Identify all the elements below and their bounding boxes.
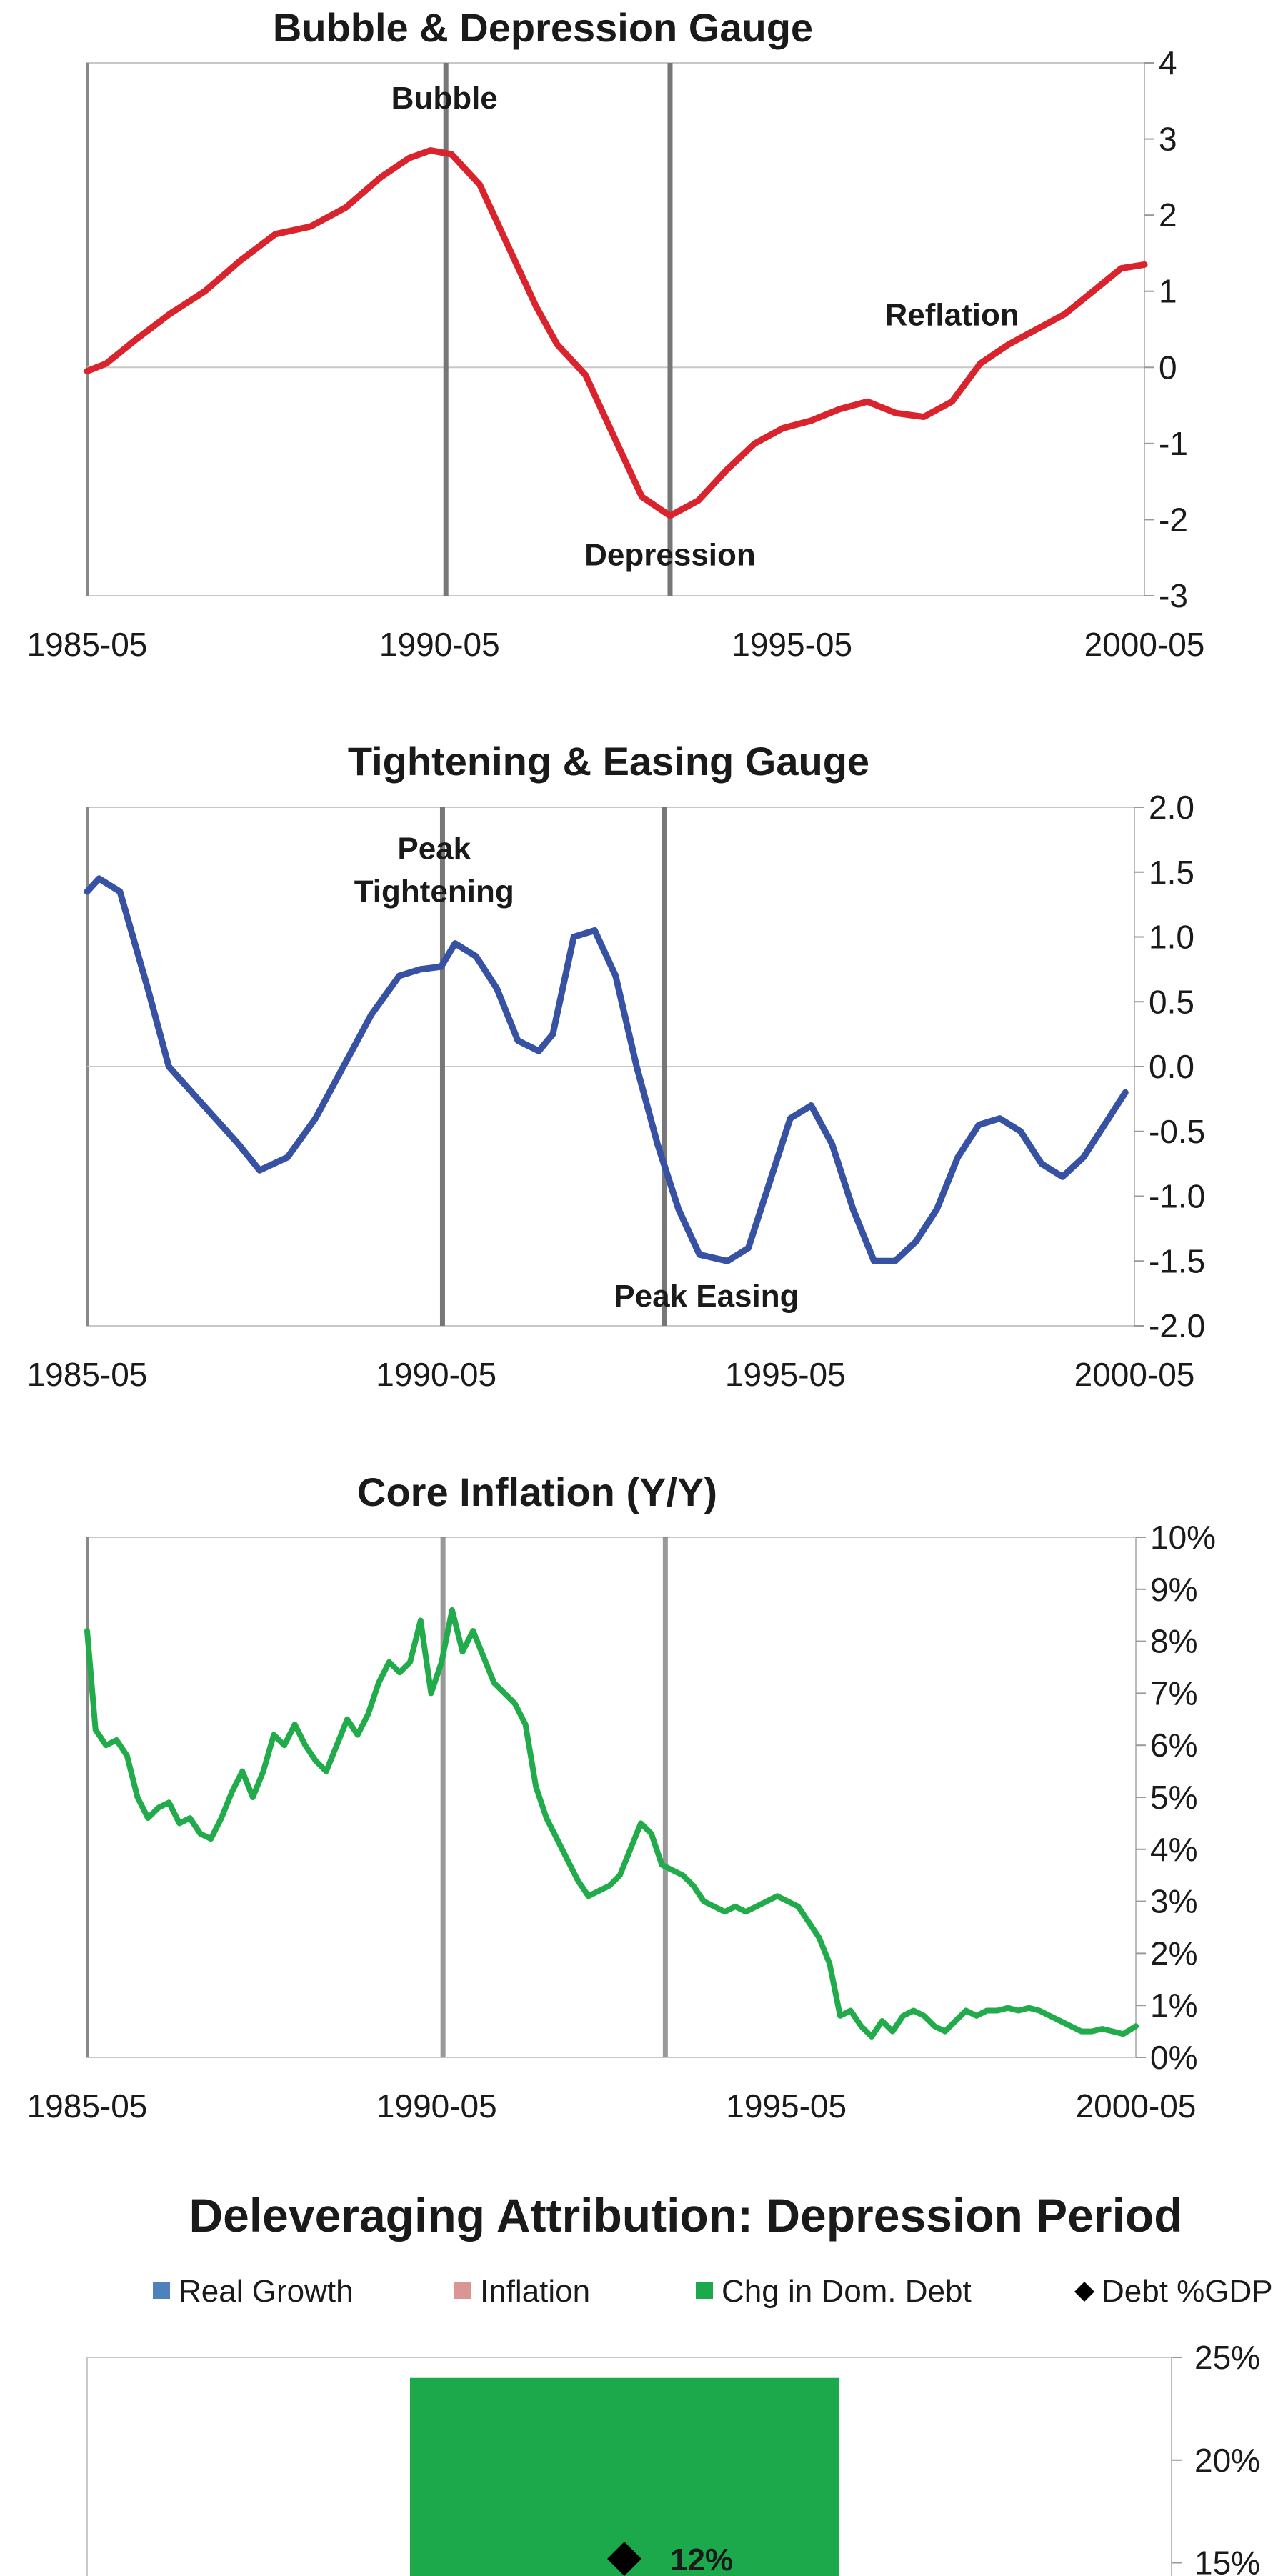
legend-swatch	[1074, 2282, 1094, 2302]
chart-title: Bubble & Depression Gauge	[273, 5, 813, 50]
legend-swatch	[153, 2282, 170, 2299]
y-tick-labels: 4 3 2 1 0 -1 -2 -3	[1144, 44, 1188, 614]
y-tick-label: -3	[1159, 577, 1188, 614]
y-tick-label: 7%	[1150, 1674, 1197, 1712]
annotation-label: Tightening	[354, 874, 514, 909]
core-inflation-line	[84, 1607, 1139, 2040]
chart-frame	[86, 2357, 1172, 2576]
x-tick-label: 1995-05	[725, 1356, 846, 1393]
legend-label: Chg in Dom. Debt	[722, 2274, 972, 2309]
y-tick-label: 1	[1159, 273, 1177, 310]
y-tick-label: -1.0	[1149, 1178, 1205, 1215]
y-tick-label: 3	[1159, 121, 1177, 158]
chart-deleveraging-attribution: Deleveraging Attribution: Depression Per…	[86, 2189, 1273, 2576]
chart-title: Core Inflation (Y/Y)	[357, 1469, 717, 1514]
data-label: 12%	[670, 2542, 733, 2576]
y-tick-labels: 2.0 1.5 1.0 0.5 0.0 -0.5 -1.0 -1.5 -2.0	[1134, 789, 1205, 1344]
legend-swatch	[454, 2282, 471, 2299]
y-tick-label: -0.5	[1149, 1113, 1205, 1150]
y-tick-label: 25%	[1194, 2339, 1260, 2376]
y-tick-label: 0.0	[1149, 1048, 1194, 1085]
y-tick-label: 1%	[1150, 1987, 1197, 2024]
annotation-label: Peak	[397, 832, 471, 867]
y-tick-label: 20%	[1194, 2442, 1260, 2479]
chart-frame	[86, 62, 1145, 596]
legend-label: Real Growth	[179, 2274, 354, 2309]
y-tick-label: -2.0	[1149, 1307, 1205, 1344]
y-tick-label: 10%	[1150, 1519, 1216, 1556]
y-tick-label: 15%	[1194, 2545, 1260, 2576]
chart-tightening-easing: Tightening & Easing Gauge 2.0 1.5 1.0 0.5 0.…	[27, 739, 1206, 1393]
plot-area-border	[86, 1537, 1137, 2058]
chart-core-inflation: Core Inflation (Y/Y) 10% 9% 8% 7% 6% 5% 4% 3% 2%…	[27, 1469, 1216, 2125]
legend: Real Growth Inflation Chg in Dom. Debt Debt…	[153, 2274, 1273, 2309]
series-lines	[84, 1607, 1139, 2040]
x-tick-labels: 1985-05 1990-05 1995-05 2000-05	[27, 1356, 1195, 1393]
y-tick-label: 1.0	[1149, 919, 1194, 956]
debt-gdp-marker	[607, 2542, 641, 2576]
legend-label: Debt %GDP	[1102, 2274, 1273, 2309]
y-tick-label: 2%	[1150, 1935, 1197, 1972]
x-tick-label: 1995-05	[732, 626, 852, 663]
y-tick-labels: 25% 20% 15%	[1172, 2339, 1260, 2576]
event-lines	[443, 63, 673, 596]
series-lines	[84, 147, 1148, 519]
chart-title: Tightening & Easing Gauge	[348, 739, 869, 784]
x-tick-labels: 1985-05 1990-05 1995-05 2000-05	[27, 626, 1205, 663]
y-tick-label: 0.5	[1149, 983, 1194, 1020]
legend-swatch	[696, 2282, 713, 2299]
x-tick-labels: 1985-05 1990-05 1995-05 2000-05	[27, 2087, 1197, 2125]
x-tick-label: 2000-05	[1076, 2087, 1197, 2125]
y-tick-label: 4%	[1150, 1831, 1197, 1868]
x-tick-label: 1985-05	[27, 626, 148, 663]
y-tick-label: 3%	[1150, 1883, 1197, 1920]
tightening-easing-line	[84, 875, 1129, 1264]
y-tick-labels: 10% 9% 8% 7% 6% 5% 4% 3% 2% 1% 0%	[1136, 1519, 1216, 2076]
x-tick-label: 1990-05	[376, 2087, 497, 2125]
legend-label: Inflation	[480, 2274, 590, 2309]
x-tick-label: 2000-05	[1084, 626, 1205, 663]
x-tick-label: 2000-05	[1074, 1356, 1195, 1393]
y-tick-label: -2	[1159, 501, 1188, 538]
y-tick-label: 1.5	[1149, 854, 1194, 891]
y-tick-label: 6%	[1150, 1727, 1197, 1764]
x-tick-label: 1985-05	[27, 1356, 148, 1393]
x-tick-label: 1990-05	[379, 626, 500, 663]
y-tick-label: 5%	[1150, 1779, 1197, 1816]
y-tick-label: -1.5	[1149, 1242, 1205, 1279]
x-tick-label: 1985-05	[27, 2087, 148, 2125]
annotation-label: Depression	[584, 537, 756, 572]
chart-frame	[86, 1537, 1137, 2058]
bubble-depression-line	[84, 147, 1148, 519]
annotation-label: Peak Easing	[614, 1279, 799, 1314]
annotations: Bubble Depression Reflation	[391, 81, 1019, 572]
chart-frame	[86, 807, 1135, 1327]
y-tick-label: 8%	[1150, 1623, 1197, 1660]
x-tick-label: 1995-05	[726, 2087, 847, 2125]
y-tick-label: 4	[1159, 44, 1177, 81]
annotation-label: Reflation	[885, 298, 1019, 333]
bars: 12%	[410, 2377, 839, 2576]
x-tick-label: 1990-05	[376, 1356, 496, 1393]
y-tick-label: 0%	[1150, 2039, 1197, 2076]
annotations: Peak Tightening Peak Easing	[354, 832, 799, 1314]
chart-bubble-depression: Bubble & Depression Gauge 4 3 2 1 0 -1 -2 -3 19…	[27, 5, 1205, 663]
y-tick-label: 0	[1159, 349, 1177, 386]
y-tick-label: 2	[1159, 196, 1177, 234]
event-lines	[439, 807, 667, 1326]
y-tick-label: 9%	[1150, 1571, 1197, 1608]
y-tick-label: -1	[1159, 425, 1188, 462]
annotation-label: Bubble	[391, 81, 498, 116]
series-lines	[84, 875, 1129, 1264]
event-lines	[440, 1537, 668, 2057]
y-tick-label: 2.0	[1149, 789, 1194, 826]
chart-title: Deleveraging Attribution: Depression Per…	[189, 2189, 1182, 2242]
